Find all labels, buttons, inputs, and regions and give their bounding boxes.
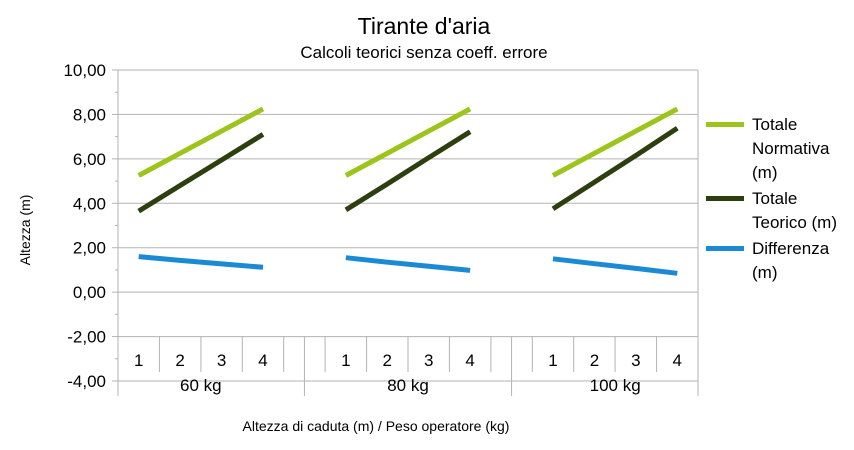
legend-swatch-differenza — [706, 246, 744, 251]
x-category-label: 4 — [465, 351, 474, 370]
legend-label-totale-teorico: Totale Teorico (m) — [752, 189, 838, 232]
series-line — [552, 256, 678, 276]
series-lines — [137, 106, 679, 276]
x-category-label: 3 — [424, 351, 433, 370]
x-category-label: 3 — [217, 351, 226, 370]
y-tick-label: 10,00 — [63, 61, 106, 80]
x-category-labels: 1 2 3 4 60 kg 1 2 3 4 80 kg 1 2 3 4 100 kg — [134, 351, 682, 395]
x-category-label: 2 — [383, 351, 392, 370]
x-category-label: 4 — [673, 351, 682, 370]
x-category-label: 4 — [258, 351, 267, 370]
x-category-label: 1 — [341, 351, 350, 370]
series-line — [344, 129, 472, 213]
series-line — [345, 255, 471, 273]
series-line — [137, 132, 265, 214]
series-line — [551, 126, 679, 211]
legend-label-totale-normativa: Totale Normativa (m) — [752, 115, 830, 182]
y-tick-label: 2,00 — [73, 239, 106, 258]
x-axis-title: Altezza di caduta (m) / Peso operatore (… — [243, 418, 510, 434]
x-category-label: 1 — [548, 351, 557, 370]
x-category-label: 3 — [631, 351, 640, 370]
x-category-label: 1 — [134, 351, 143, 370]
y-tick-label: 0,00 — [73, 283, 106, 302]
legend-label-differenza: Differenza (m) — [752, 239, 830, 282]
y-axis-title: Altezza (m) — [17, 195, 33, 266]
gridlines — [118, 69, 698, 382]
x-category-label: 2 — [175, 351, 184, 370]
y-tick-labels: 10,00 8,00 6,00 4,00 2,00 0,00 -2,00 -4,00 — [63, 61, 106, 391]
y-tick-label: 6,00 — [73, 150, 106, 169]
y-tick-label: 4,00 — [73, 194, 106, 213]
x-category-label: 2 — [590, 351, 599, 370]
series-line — [137, 106, 265, 178]
series-line — [551, 106, 679, 178]
legend-swatch-totale-teorico — [706, 196, 744, 201]
series-line — [344, 106, 472, 178]
series-line — [138, 254, 264, 270]
chart-subtitle: Calcoli teorici senza coeff. errore — [300, 43, 547, 62]
x-group-label: 60 kg — [180, 376, 222, 395]
y-tick-label: -2,00 — [67, 328, 106, 347]
legend: Totale Normativa (m) Totale Teorico (m) … — [706, 113, 854, 287]
y-tick-label: 8,00 — [73, 105, 106, 124]
legend-item-totale-teorico: Totale Teorico (m) — [706, 187, 854, 235]
axes — [112, 69, 699, 396]
chart-title: Tirante d'aria — [358, 13, 491, 39]
legend-item-differenza: Differenza (m) — [706, 237, 854, 285]
legend-item-totale-normativa: Totale Normativa (m) — [706, 113, 854, 185]
y-tick-label: -4,00 — [67, 372, 106, 391]
x-group-label: 100 kg — [590, 376, 641, 395]
x-group-label: 80 kg — [387, 376, 429, 395]
legend-swatch-totale-normativa — [706, 122, 744, 127]
